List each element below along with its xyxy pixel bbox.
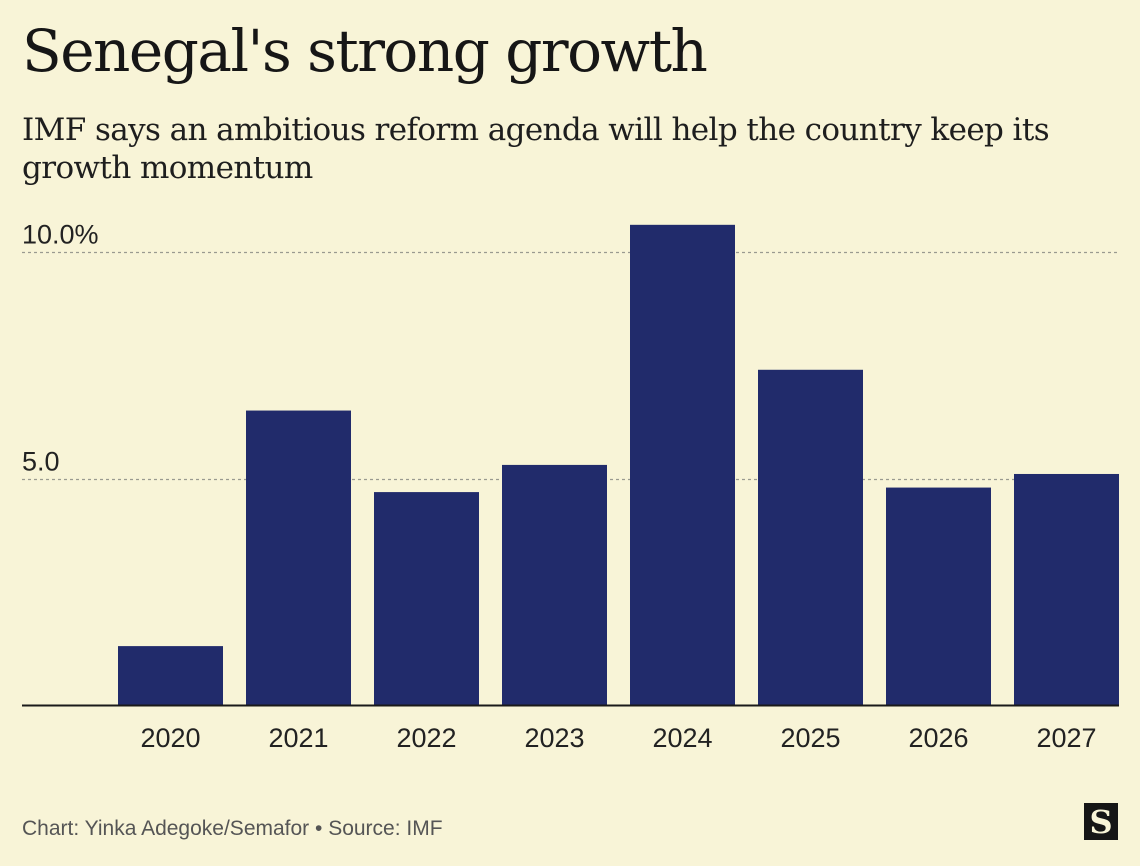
bar-2026 (886, 487, 991, 705)
chart-subtitle: IMF says an ambitious reform agenda will… (22, 112, 1050, 186)
bar-2022 (374, 492, 479, 705)
x-axis-labels: 2020 2021 2022 2023 2024 2025 2026 2027 (140, 723, 1096, 753)
bars (118, 224, 1119, 705)
x-tick-label: 2022 (396, 723, 456, 753)
bar-2021 (246, 410, 351, 705)
gridlines: 5.0 10.0% (22, 220, 1119, 481)
x-tick-label: 2021 (268, 723, 328, 753)
x-tick-label: 2023 (524, 723, 584, 753)
x-tick-label: 2026 (908, 723, 968, 753)
x-tick-label: 2025 (780, 723, 840, 753)
y-tick-label: 5.0 (22, 447, 60, 477)
logo-letter: S (1089, 803, 1112, 841)
bar-2023 (502, 464, 607, 705)
x-tick-label: 2020 (140, 723, 200, 753)
chart-title: Senegal's strong growth (22, 17, 708, 85)
bar-2025 (758, 369, 863, 705)
bar-chart: 5.010.0% 2020 2021 2022 2023 2024 2025 2026 202… (22, 220, 1119, 753)
x-tick-label: 2027 (1036, 723, 1096, 753)
chart-credit: Chart: Yinka Adegoke/Semafor • Source: I… (22, 817, 443, 840)
x-tick-label: 2024 (652, 723, 712, 753)
bar-2024 (630, 224, 735, 705)
bar-2020 (118, 646, 223, 705)
y-tick-label: 10.0% (22, 220, 99, 250)
bar-2027 (1014, 473, 1119, 705)
semafor-logo: S (1084, 803, 1118, 841)
